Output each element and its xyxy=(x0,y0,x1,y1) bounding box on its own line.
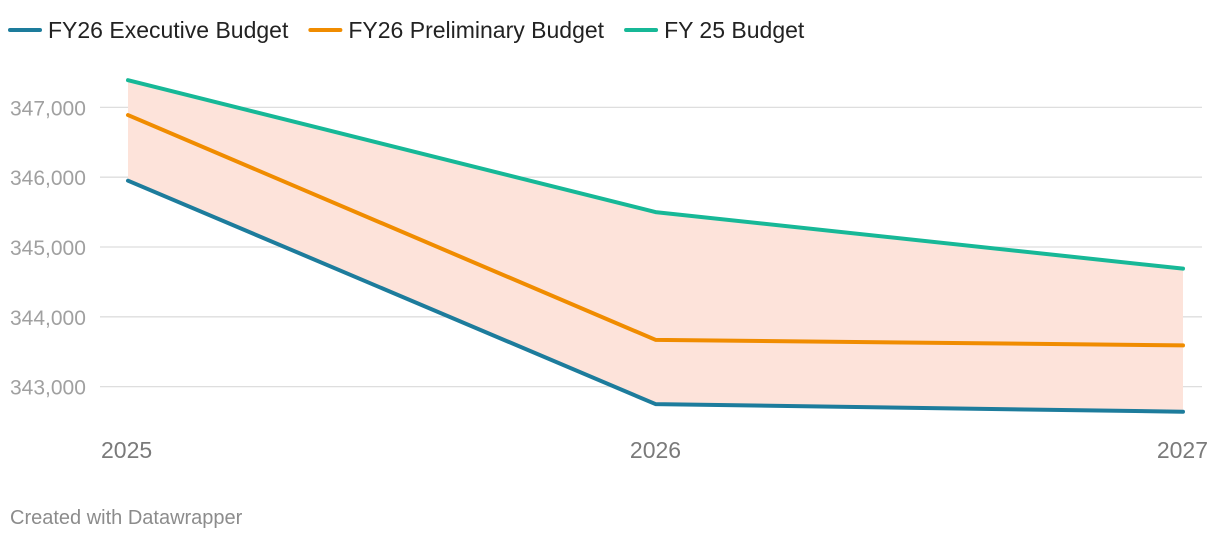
series-line-fy26-executive-budget xyxy=(126,178,1185,414)
range-band xyxy=(128,80,1183,412)
series-line-fy26-preliminary-budget xyxy=(126,113,1185,348)
chart-legend: FY26 Executive Budget FY26 Preliminary Bu… xyxy=(8,17,805,43)
y-axis-ticks: 347,000 346,000 345,000 344,000 343,000 xyxy=(10,97,86,399)
credit-text: Created with Datawrapper xyxy=(10,507,243,529)
y-tick-label: 345,000 xyxy=(10,237,86,260)
x-tick-label: 2026 xyxy=(630,437,681,463)
y-tick-label: 343,000 xyxy=(10,377,86,400)
legend-item: FY26 Preliminary Budget xyxy=(308,17,605,43)
x-tick-label: 2027 xyxy=(1157,437,1208,463)
y-tick-label: 347,000 xyxy=(10,97,86,120)
x-axis-ticks: 2025 2026 2027 xyxy=(101,437,1208,463)
y-tick-label: 346,000 xyxy=(10,167,86,190)
legend-label: FY26 Executive Budget xyxy=(48,17,289,43)
series-lines xyxy=(126,78,1185,414)
y-tick-label: 344,000 xyxy=(10,307,86,330)
series-line-fy-25-budget xyxy=(126,78,1185,271)
legend-item: FY26 Executive Budget xyxy=(8,17,289,43)
legend-label: FY 25 Budget xyxy=(664,17,805,43)
legend-item: FY 25 Budget xyxy=(624,17,805,43)
legend-label: FY26 Preliminary Budget xyxy=(348,17,604,43)
x-tick-label: 2025 xyxy=(101,437,152,463)
